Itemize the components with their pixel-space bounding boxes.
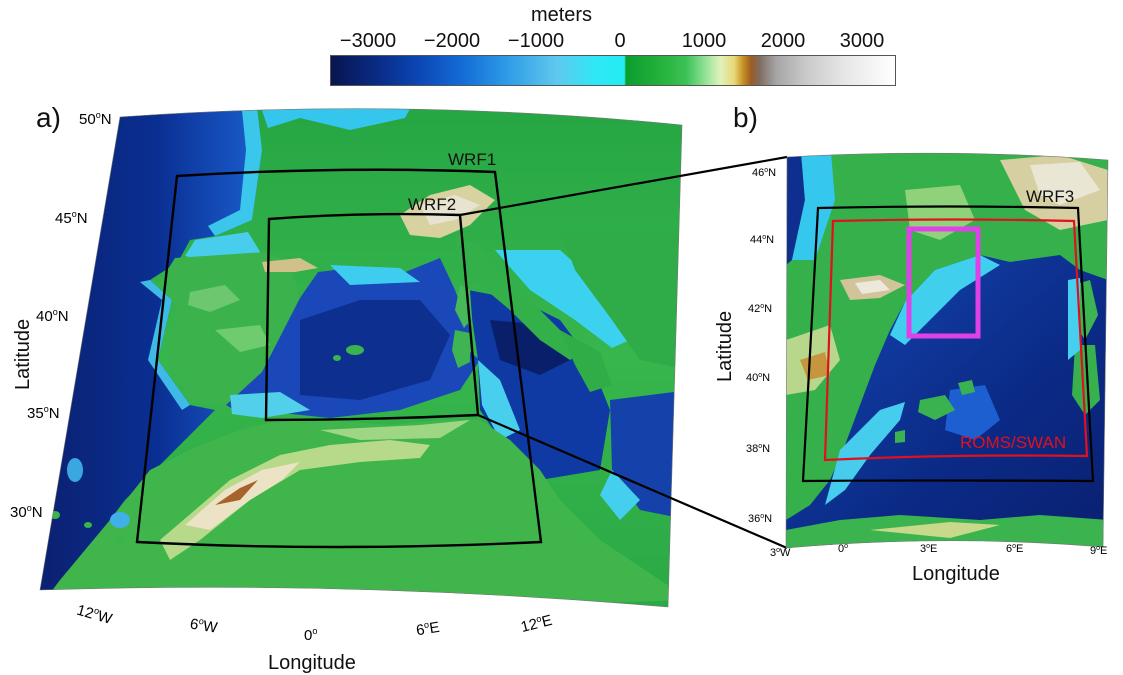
connector-bottom	[477, 413, 788, 550]
panel-a-frame	[39, 108, 683, 608]
svg-text:46oN: 46oN	[752, 167, 776, 179]
svg-text:36oN: 36oN	[748, 513, 772, 525]
colorbar-tick: −1000	[507, 30, 565, 52]
panel-b-lon-labels: 3oW 0o 3oE 6oE 9oE	[770, 543, 1107, 559]
wrf3-label: WRF3	[1026, 187, 1074, 206]
svg-text:44oN: 44oN	[750, 234, 774, 246]
svg-text:30oN: 30oN	[10, 503, 43, 521]
svg-text:6oW: 6oW	[189, 615, 220, 637]
svg-text:6oE: 6oE	[415, 618, 441, 639]
svg-text:42oN: 42oN	[748, 303, 772, 315]
study-area-box	[906, 226, 981, 339]
colorbar-title: meters	[530, 4, 593, 26]
wrf3-domain-outline	[801, 205, 1095, 483]
svg-text:3oW: 3oW	[770, 547, 791, 559]
connector-top	[459, 155, 788, 217]
panel-b-xlabel: Longitude	[912, 563, 1000, 585]
elevation-colorbar	[330, 55, 896, 86]
colorbar-tick: −2000	[423, 30, 481, 52]
panel-a-lon-labels: 12oW 6oW 0o 6oE 12oE	[75, 601, 554, 644]
colorbar-tick: −3000	[339, 30, 397, 52]
wrf2-domain-outline	[264, 212, 480, 422]
panel-a-lat-labels: 50oN 45oN 40oN 35oN 30oN	[10, 110, 112, 521]
colorbar-tick: 0	[614, 30, 626, 52]
svg-text:3oE: 3oE	[920, 543, 937, 555]
svg-text:40oN: 40oN	[36, 307, 69, 325]
panel-a-xlabel: Longitude	[268, 652, 356, 674]
svg-text:45oN: 45oN	[55, 209, 88, 227]
svg-text:9oE: 9oE	[1090, 545, 1107, 557]
panel-b-frame	[785, 152, 1109, 549]
colorbar-tick: 2000	[760, 30, 806, 52]
svg-text:6oE: 6oE	[1006, 543, 1023, 555]
svg-text:38oN: 38oN	[746, 443, 770, 455]
svg-text:35oN: 35oN	[27, 404, 60, 422]
svg-text:0o: 0o	[304, 626, 317, 644]
colorbar-tick: 1000	[681, 30, 727, 52]
svg-text:0o: 0o	[838, 543, 848, 555]
svg-text:50oN: 50oN	[79, 110, 112, 128]
wrf2-label: WRF2	[408, 195, 456, 214]
svg-text:12oW: 12oW	[75, 601, 115, 628]
panel-a-letter: a)	[36, 102, 61, 133]
wrf1-label: WRF1	[448, 150, 496, 169]
roms-swan-domain-outline	[823, 218, 1089, 462]
panel-b-lat-labels: 46oN 44oN 42oN 40oN 38oN 36oN	[746, 167, 776, 525]
panel-b-letter: b)	[733, 102, 758, 133]
panel-b-map	[786, 153, 1108, 548]
svg-text:12oE: 12oE	[519, 611, 554, 636]
roms-swan-label: ROMS/SWAN	[960, 433, 1066, 452]
svg-text:40oN: 40oN	[746, 372, 770, 384]
wrf1-domain-outline	[135, 168, 543, 549]
colorbar-tick: 3000	[839, 30, 885, 52]
panel-a-map	[40, 108, 682, 608]
